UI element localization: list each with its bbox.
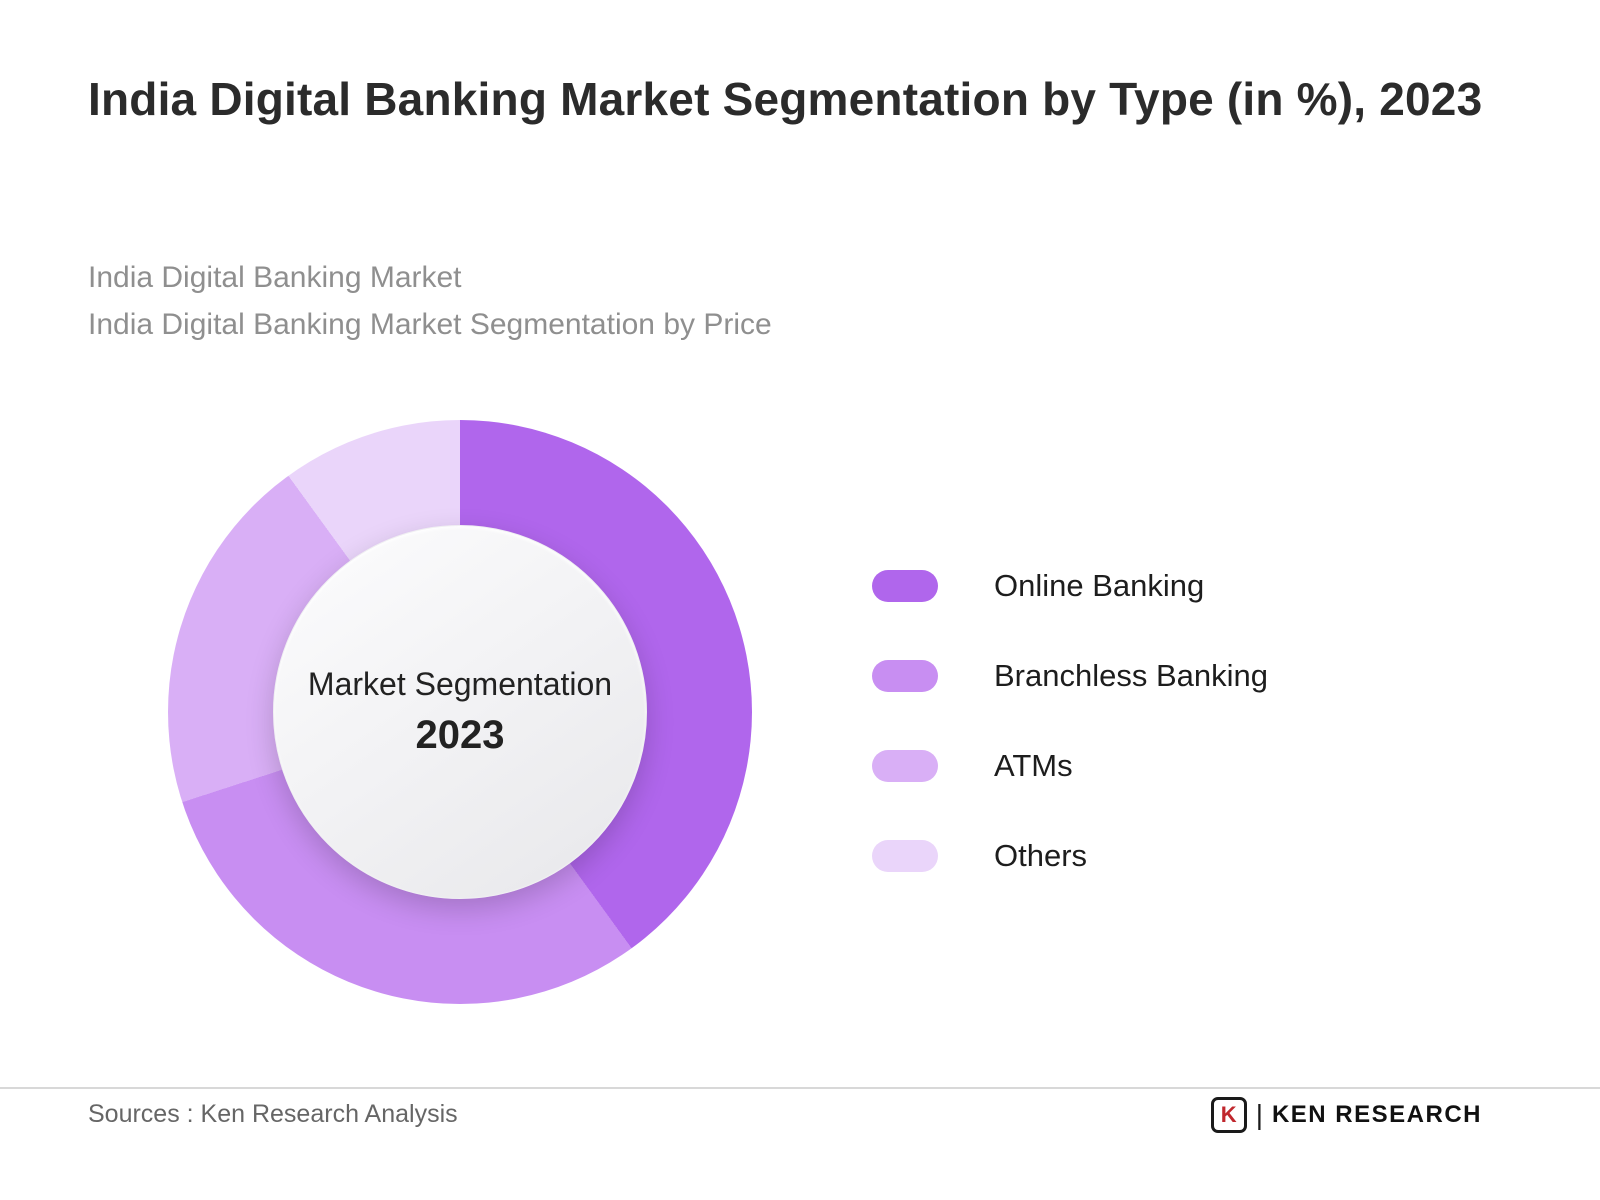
donut-chart: Market Segmentation 2023 (168, 420, 752, 1004)
legend-item-online-banking: Online Banking (872, 568, 1268, 604)
legend-swatch (872, 660, 938, 692)
logo-separator: | (1255, 1099, 1263, 1130)
page-subtitle: India Digital Banking Market India Digit… (88, 254, 1288, 349)
donut-center-year: 2023 (415, 713, 505, 757)
logo-wordmark: KEN RESEARCH (1271, 1101, 1482, 1128)
legend-label: Online Banking (994, 568, 1205, 603)
legend-swatch (872, 750, 938, 782)
legend-swatch (872, 570, 938, 602)
footer-divider (0, 1087, 1600, 1089)
subtitle-line-2: India Digital Banking Market Segmentatio… (88, 308, 772, 342)
donut-center-label: Market Segmentation (307, 666, 613, 702)
legend-label: ATMs (994, 748, 1073, 783)
ken-research-logo: K | KEN RESEARCH (1210, 1097, 1482, 1133)
source-attribution: Sources : Ken Research Analysis (88, 1100, 458, 1128)
chart-legend: Online Banking Branchless Banking ATMs O… (872, 568, 1268, 874)
legend-label: Others (994, 838, 1088, 873)
donut-center-disc: Market Segmentation 2023 (273, 525, 647, 899)
page-title: India Digital Banking Market Segmentatio… (88, 73, 1483, 125)
ken-research-logo-icon: K (1210, 1097, 1247, 1133)
legend-item-others: Others (872, 838, 1268, 874)
legend-item-atms: ATMs (872, 748, 1268, 784)
legend-item-branchless-banking: Branchless Banking (872, 658, 1268, 694)
legend-label: Branchless Banking (994, 658, 1268, 693)
subtitle-line-1: India Digital Banking Market (88, 261, 462, 294)
legend-swatch (872, 840, 938, 872)
